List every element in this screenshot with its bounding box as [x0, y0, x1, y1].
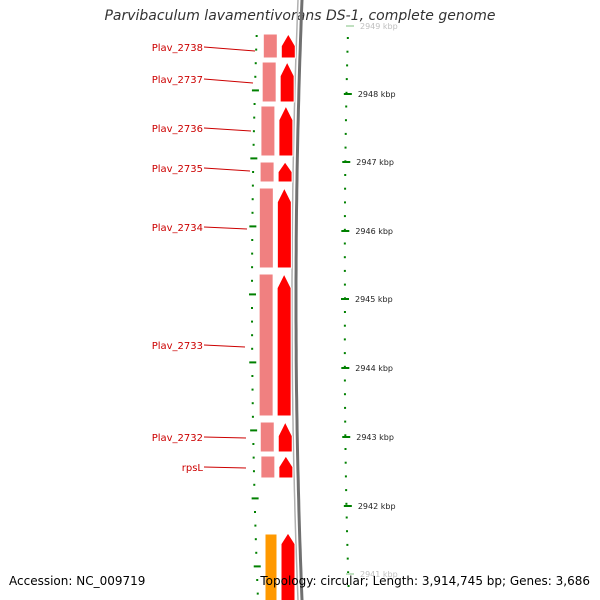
orange-feature[interactable] [264, 533, 278, 600]
gene-arrow-bottom[interactable] [280, 532, 296, 600]
gene-shadow-plav_2735 [259, 161, 275, 183]
gene-label-plav_2736[interactable]: Plav_2736 [152, 124, 203, 135]
gene-label-plav_2738[interactable]: Plav_2738 [152, 43, 203, 54]
gene-arrow-plav_2735[interactable] [277, 161, 293, 183]
gene-shadow-plav_2736 [260, 105, 276, 157]
kbp-tick-label: 2946 kbp [355, 227, 393, 236]
gene-label-plav_2735[interactable]: Plav_2735 [152, 164, 203, 175]
gene-label-plav_2734[interactable]: Plav_2734 [152, 223, 203, 234]
gene-label-plav_2733[interactable]: Plav_2733 [152, 341, 203, 352]
backbone-line [294, 0, 304, 600]
kbp-tick-label: 2948 kbp [358, 90, 396, 99]
gene-arrow-plav_2733[interactable] [276, 272, 292, 417]
backbone-inner-line [291, 0, 299, 600]
gene-label-plav_2732[interactable]: Plav_2732 [152, 433, 203, 444]
gene-shadow-plav_2738 [262, 33, 278, 59]
kbp-tick-label: 2947 kbp [356, 158, 394, 167]
gene-arrow-rpsl[interactable] [278, 455, 294, 479]
gene-leader-line [203, 127, 252, 132]
gene-leader-line [203, 46, 256, 52]
gene-arrow-plav_2738[interactable] [280, 33, 296, 59]
gene-shadow-plav_2733 [258, 273, 274, 417]
kbp-tick-label: 2943 kbp [356, 433, 394, 442]
gene-leader-line [203, 78, 254, 84]
gene-arrow-plav_2736[interactable] [278, 104, 294, 157]
gene-leader-line [203, 344, 246, 348]
gene-label-plav_2737[interactable]: Plav_2737 [152, 75, 203, 86]
gene-shadow-plav_2737 [261, 61, 277, 103]
gene-leader-line [203, 226, 248, 230]
kbp-tick-label: 2945 kbp [355, 295, 393, 304]
gene-shadow-plav_2734 [258, 187, 274, 269]
accession-label: Accession: NC_009719 [9, 574, 146, 588]
gene-arrow-plav_2732[interactable] [277, 420, 293, 453]
gene-arrow-plav_2734[interactable] [276, 186, 292, 269]
gene-leader-line [203, 167, 251, 172]
gene-arrow-plav_2737[interactable] [279, 60, 295, 103]
kbp-tick-label: 2944 kbp [355, 364, 393, 373]
kbp-tick-label: 2941 kbp [360, 570, 398, 579]
kbp-tick-label: 2949 kbp [360, 22, 398, 31]
gene-shadow-plav_2732 [259, 421, 275, 453]
gene-leader-line [203, 436, 247, 439]
gene-shadow-rpsl [260, 455, 276, 479]
kbp-tick-label: 2942 kbp [358, 502, 396, 511]
topology-label: Topology: circular; Length: 3,914,745 bp… [260, 574, 590, 588]
gene-leader-line [203, 466, 247, 469]
gene-label-rpsl[interactable]: rpsL [182, 463, 204, 474]
